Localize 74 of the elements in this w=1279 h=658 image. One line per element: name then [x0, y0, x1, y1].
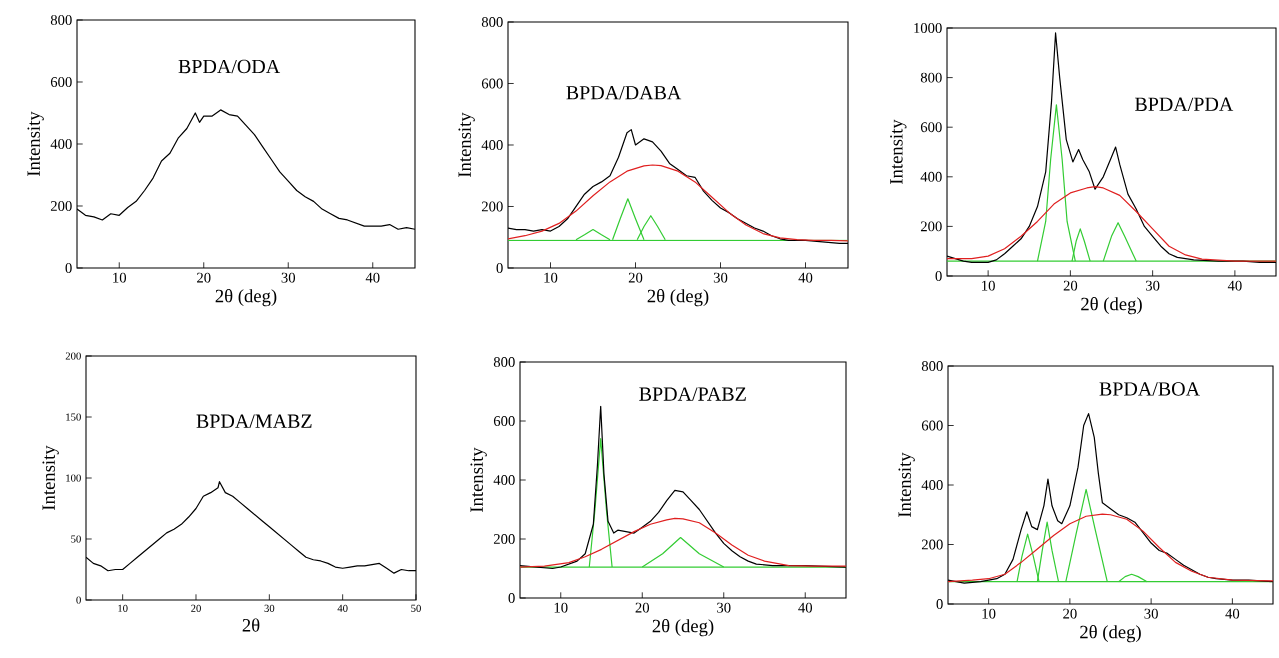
y-tick-label: 400 — [50, 139, 72, 149]
y-tick-label: 200 — [493, 534, 515, 544]
y-tick-label: 1000 — [914, 23, 942, 33]
x-axis-title: 2θ — [242, 618, 260, 632]
y-tick-label: 800 — [493, 357, 515, 367]
y-tick-label: 100 — [66, 474, 81, 482]
x-axis-title: 2θ (deg) — [647, 289, 709, 307]
x-tick-label: 10 — [982, 280, 995, 291]
x-tick-label: 30 — [1146, 280, 1160, 291]
y-axis-title: Intensity — [42, 445, 59, 510]
y-axis-title: Intensity — [890, 119, 907, 184]
x-tick-label: 30 — [281, 272, 296, 283]
x-tick-label: 40 — [798, 602, 813, 613]
y-tick-label: 800 — [920, 72, 942, 83]
y-tick-label: 400 — [920, 171, 942, 182]
text: BPDA/BOA — [1099, 382, 1200, 396]
x-tick-label: 50 — [411, 604, 421, 612]
x-axis-title: 2θ (deg) — [215, 289, 277, 307]
x-tick-label: 10 — [118, 604, 128, 612]
x-tick-label: 10 — [544, 272, 558, 283]
y-tick-label: 400 — [493, 475, 515, 485]
y-axis-title: Intensity — [458, 112, 475, 177]
text: BPDA/PABZ — [639, 387, 746, 401]
text: BPDA/PDA — [1135, 97, 1234, 112]
x-tick-label: 10 — [982, 608, 996, 619]
y-tick-label: 800 — [50, 15, 72, 25]
x-tick-label: 40 — [337, 604, 348, 612]
y-tick-label: 400 — [921, 480, 943, 490]
y-tick-label: 200 — [920, 221, 942, 232]
text: BPDA/ODA — [178, 59, 281, 74]
y-tick-label: 200 — [65, 352, 81, 360]
y-tick-label: 600 — [493, 416, 515, 426]
y-axis-title: Intensity — [470, 447, 487, 512]
x-tick-label: 20 — [1063, 608, 1077, 619]
x-tick-label: 10 — [554, 602, 568, 613]
y-tick-label: 50 — [71, 535, 81, 543]
y-tick-label: 800 — [481, 17, 503, 27]
y-tick-label: 400 — [481, 140, 503, 150]
x-tick-label: 40 — [365, 272, 380, 283]
x-tick-label: 30 — [264, 604, 275, 612]
text: BPDA/DABA — [566, 86, 682, 100]
y-tick-label: 600 — [921, 420, 943, 431]
x-axis-title: 2θ (deg) — [652, 619, 714, 637]
y-tick-label: 0 — [935, 271, 942, 281]
x-tick-label: 30 — [1144, 608, 1158, 619]
x-tick-label: 20 — [191, 604, 201, 612]
x-tick-label: 20 — [628, 272, 643, 283]
y-tick-label: 0 — [936, 599, 943, 609]
y-tick-label: 200 — [921, 539, 943, 550]
y-tick-label: 0 — [76, 596, 81, 604]
x-tick-label: 20 — [1063, 280, 1078, 291]
x-axis-title: 2θ (deg) — [1081, 297, 1142, 315]
y-tick-label: 200 — [481, 201, 503, 212]
y-tick-label: 0 — [508, 593, 515, 603]
y-tick-label: 0 — [65, 263, 72, 273]
y-tick-label: 600 — [920, 122, 942, 133]
y-axis-title: Intensity — [898, 452, 915, 517]
y-tick-label: 0 — [496, 263, 503, 273]
x-tick-label: 20 — [197, 272, 211, 283]
y-tick-label: 600 — [481, 78, 503, 89]
y-tick-label: 600 — [50, 77, 72, 87]
y-tick-label: 150 — [66, 413, 81, 421]
x-tick-label: 40 — [1225, 608, 1240, 619]
x-tick-label: 30 — [713, 272, 728, 283]
text: BPDA/MABZ — [196, 414, 312, 428]
x-tick-label: 40 — [1227, 280, 1242, 291]
x-tick-label: 30 — [717, 602, 731, 613]
x-tick-label: 40 — [798, 272, 813, 283]
y-tick-label: 200 — [50, 201, 72, 211]
x-axis-title: 2θ (deg) — [1080, 625, 1141, 643]
x-tick-label: 10 — [113, 272, 127, 283]
y-tick-label: 800 — [921, 361, 943, 371]
y-axis-title: Intensity — [27, 111, 44, 176]
x-tick-label: 20 — [635, 602, 650, 613]
